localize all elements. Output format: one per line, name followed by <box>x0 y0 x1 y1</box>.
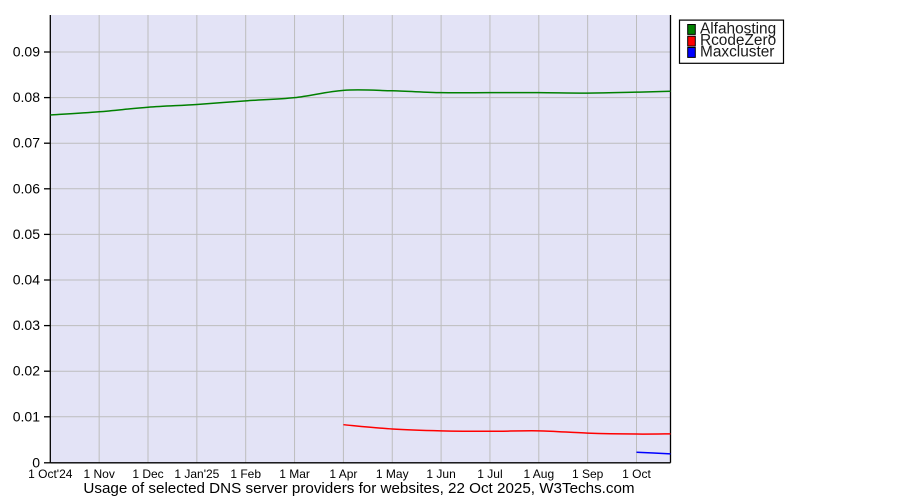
svg-text:0.09: 0.09 <box>13 44 40 60</box>
svg-text:1 May: 1 May <box>376 467 409 481</box>
svg-text:0.01: 0.01 <box>13 408 40 424</box>
svg-text:1 Jun: 1 Jun <box>426 467 455 481</box>
svg-text:1 Aug: 1 Aug <box>523 467 554 481</box>
svg-text:1 Sep: 1 Sep <box>572 467 604 481</box>
svg-text:0.06: 0.06 <box>13 180 40 196</box>
svg-text:0.05: 0.05 <box>13 226 40 242</box>
svg-text:1 Jul: 1 Jul <box>477 467 502 481</box>
svg-text:1 Apr: 1 Apr <box>329 467 357 481</box>
svg-text:0.04: 0.04 <box>13 272 40 288</box>
svg-text:1 Nov: 1 Nov <box>83 467 114 481</box>
svg-text:0.07: 0.07 <box>13 135 40 151</box>
svg-text:0.08: 0.08 <box>13 89 40 105</box>
svg-text:1 Jan'25: 1 Jan'25 <box>174 467 219 481</box>
svg-text:0.02: 0.02 <box>13 363 40 379</box>
svg-text:1 Feb: 1 Feb <box>230 467 261 481</box>
svg-text:Maxcluster: Maxcluster <box>700 43 774 60</box>
svg-text:1 Oct: 1 Oct <box>622 467 651 481</box>
svg-text:1 Mar: 1 Mar <box>279 467 310 481</box>
svg-text:Usage of selected DNS server p: Usage of selected DNS server providers f… <box>83 480 634 497</box>
svg-text:1 Oct'24: 1 Oct'24 <box>28 467 73 481</box>
svg-text:1 Dec: 1 Dec <box>132 467 163 481</box>
svg-text:0.03: 0.03 <box>13 317 40 333</box>
